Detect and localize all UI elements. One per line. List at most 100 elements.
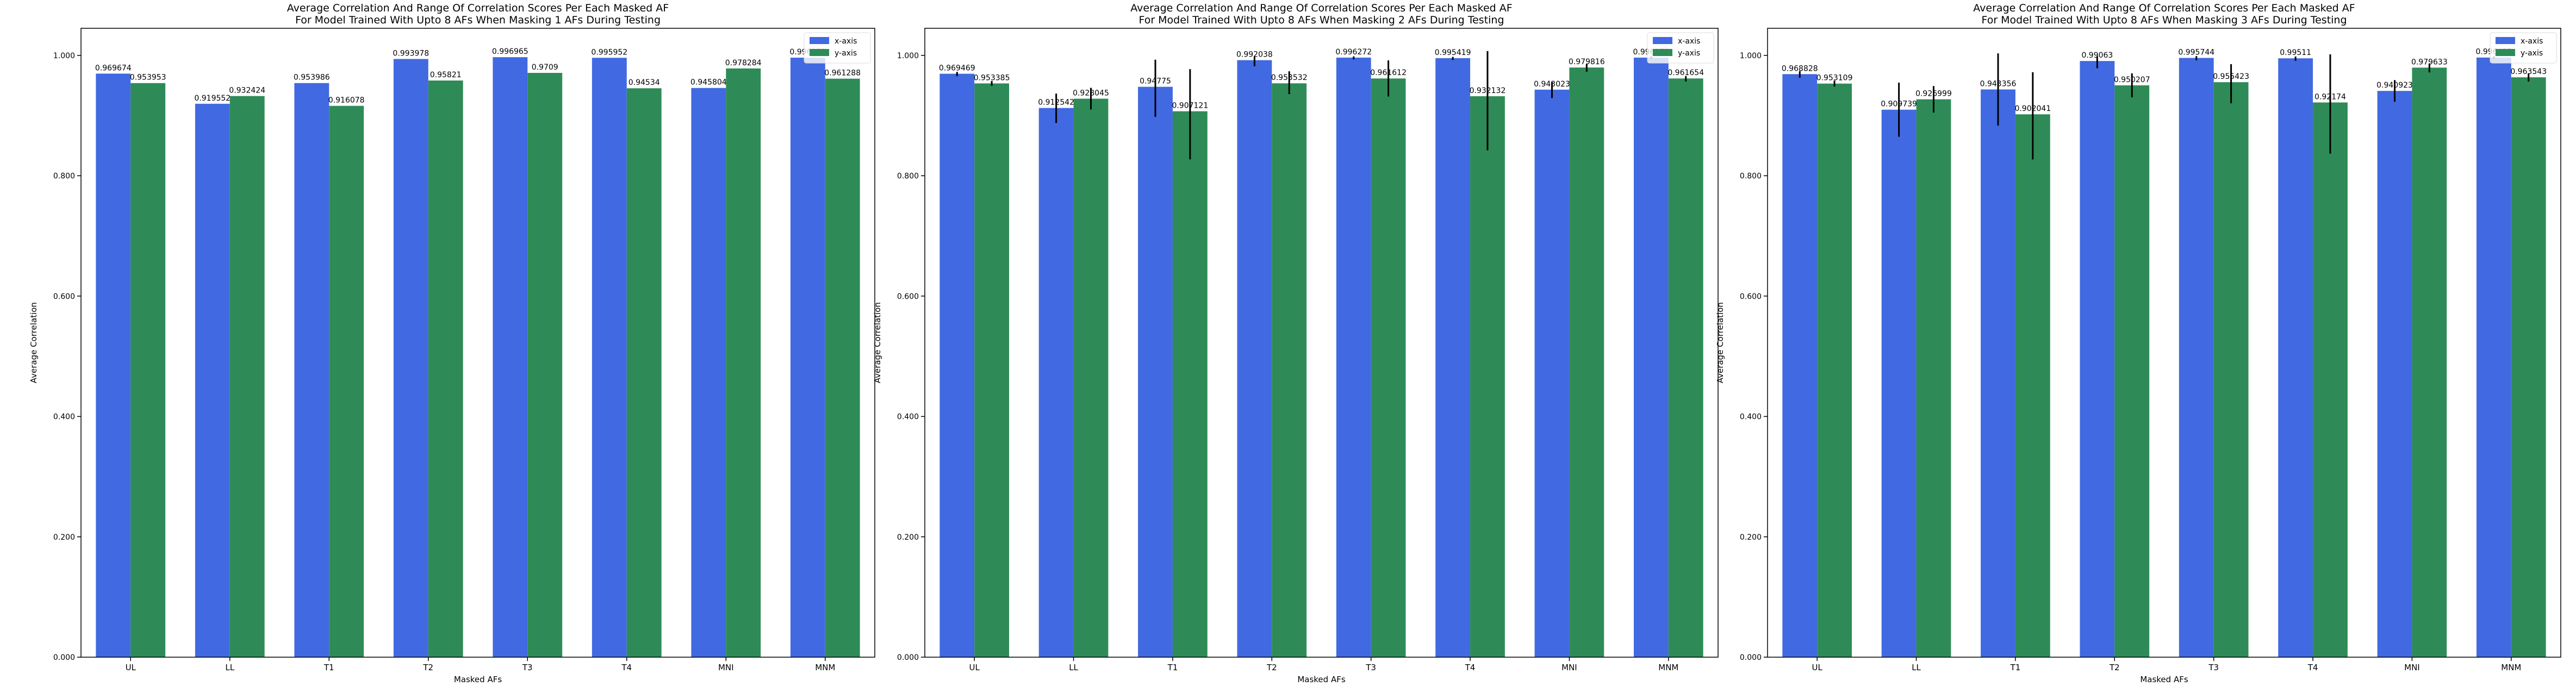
bar-y-axis-T1 xyxy=(2015,114,2050,658)
bar-x-axis-T2 xyxy=(393,59,428,658)
x-tick-label: LL xyxy=(225,663,234,672)
bar-y-axis-MNI xyxy=(2412,67,2447,657)
y-tick-label: 0.400 xyxy=(53,413,75,422)
data-label-x-axis-T1: 0.943356 xyxy=(1980,79,2017,88)
data-label-x-axis-T4: 0.995952 xyxy=(591,48,627,57)
chart-subtitle: For Model Trained With Upto 8 AFs When M… xyxy=(1981,14,2347,26)
bar-x-axis-MNI xyxy=(691,88,726,657)
chart-title: Average Correlation And Range Of Correla… xyxy=(1130,2,1512,14)
x-tick-label: T4 xyxy=(2307,663,2318,672)
plot-frame xyxy=(1767,28,2561,658)
chart-subtitle: For Model Trained With Upto 8 AFs When M… xyxy=(295,14,661,26)
y-tick-label: 0.400 xyxy=(1740,413,1762,422)
data-label-y-axis-UL: 0.953953 xyxy=(130,73,166,82)
data-label-y-axis-LL: 0.932424 xyxy=(229,86,265,95)
y-tick-label: 0.200 xyxy=(897,533,919,542)
legend-swatch-x-axis xyxy=(2496,37,2515,44)
legend-label-x-axis: x-axis xyxy=(2521,37,2543,46)
data-label-x-axis-T3: 0.996965 xyxy=(492,47,528,56)
chart-title: Average Correlation And Range Of Correla… xyxy=(287,2,669,14)
y-tick-label: 0.400 xyxy=(897,413,919,422)
data-label-x-axis-MNI: 0.945804 xyxy=(690,78,727,87)
bar-x-axis-T3 xyxy=(493,57,528,657)
bar-y-axis-UL xyxy=(974,83,1010,658)
bar-x-axis-T1 xyxy=(1138,86,1173,657)
bar-x-axis-MNI xyxy=(2377,91,2412,657)
y-tick-label: 0.600 xyxy=(53,292,75,301)
bar-x-axis-LL xyxy=(1038,108,1074,657)
bar-x-axis-T3 xyxy=(1336,57,1371,657)
bar-x-axis-T1 xyxy=(1981,89,2015,657)
bar-x-axis-UL xyxy=(939,73,975,657)
x-tick-label: MNM xyxy=(815,663,835,672)
bar-y-axis-MNI xyxy=(1569,67,1604,657)
y-tick-label: 0.800 xyxy=(53,172,75,181)
data-label-x-axis-T3: 0.996272 xyxy=(1335,48,1372,57)
bar-y-axis-T4 xyxy=(2313,102,2348,658)
data-label-x-axis-T4: 0.995419 xyxy=(1435,48,1471,57)
y-tick-label: 0.600 xyxy=(897,292,919,301)
data-label-y-axis-MNM: 0.963543 xyxy=(2510,67,2547,76)
bar-y-axis-MNI xyxy=(726,68,761,657)
x-tick-label: T2 xyxy=(1266,663,1277,672)
bar-y-axis-T2 xyxy=(1272,83,1307,658)
y-tick-label: 0.800 xyxy=(897,172,919,181)
bar-y-axis-UL xyxy=(130,83,166,657)
data-label-y-axis-T2: 0.950207 xyxy=(2114,76,2150,84)
legend-swatch-x-axis xyxy=(810,37,829,44)
data-label-x-axis-UL: 0.969469 xyxy=(939,64,975,73)
legend-swatch-y-axis xyxy=(1653,49,1672,56)
data-label-y-axis-UL: 0.953385 xyxy=(974,73,1010,82)
bar-x-axis-T2 xyxy=(2080,61,2115,658)
chart-title: Average Correlation And Range Of Correla… xyxy=(1973,2,2355,14)
y-tick-label: 0.200 xyxy=(1740,533,1762,542)
data-label-x-axis-MNI: 0.940923 xyxy=(2376,81,2413,90)
data-label-y-axis-LL: 0.928045 xyxy=(1073,89,1109,97)
x-tick-label: T1 xyxy=(1167,663,1178,672)
bar-x-axis-T3 xyxy=(2179,58,2214,657)
bar-y-axis-MNM xyxy=(825,78,860,658)
x-tick-label: MNI xyxy=(718,663,734,672)
y-tick-label: 0.600 xyxy=(1740,292,1762,301)
bar-y-axis-T3 xyxy=(527,72,563,657)
plot-frame xyxy=(924,28,1719,658)
bar-y-axis-T2 xyxy=(428,81,463,658)
legend: x-axis y-axis xyxy=(2490,32,2557,64)
x-tick-label: MNM xyxy=(2501,663,2521,672)
data-label-x-axis-MNI: 0.943023 xyxy=(1534,80,1570,89)
data-label-x-axis-UL: 0.969674 xyxy=(95,64,132,72)
plot-frame xyxy=(80,28,875,658)
bar-x-axis-LL xyxy=(195,103,230,658)
x-tick-label: T1 xyxy=(2010,663,2021,672)
x-tick-label: MNI xyxy=(2404,663,2420,672)
x-tick-label: UL xyxy=(969,663,980,672)
data-label-y-axis-T4: 0.92174 xyxy=(2314,92,2346,101)
bar-x-axis-MNM xyxy=(2476,57,2511,657)
legend-swatch-x-axis xyxy=(1653,37,1672,44)
y-tick-label: 0.800 xyxy=(1740,172,1762,181)
x-tick-label: LL xyxy=(1069,663,1078,672)
y-tick-label: 0.000 xyxy=(897,653,919,662)
x-tick-label: T4 xyxy=(621,663,632,672)
data-label-x-axis-LL: 0.909739 xyxy=(1881,100,1917,109)
data-label-y-axis-MNM: 0.961654 xyxy=(1667,69,1704,77)
bar-x-axis-UL xyxy=(1782,74,1818,658)
data-label-y-axis-T1: 0.907121 xyxy=(1172,102,1208,110)
data-label-y-axis-LL: 0.926999 xyxy=(1915,90,1952,98)
x-tick-label: UL xyxy=(1812,663,1823,672)
legend-label-y-axis: y-axis xyxy=(2521,49,2543,58)
x-tick-label: LL xyxy=(1912,663,1921,672)
data-label-x-axis-LL: 0.912542 xyxy=(1038,98,1074,107)
bar-x-axis-MNI xyxy=(1534,89,1570,658)
bar-y-axis-T4 xyxy=(1470,96,1505,658)
chart-panel-2: Average Correlation And Range Of Correla… xyxy=(873,2,1719,684)
bar-y-axis-T3 xyxy=(1371,78,1406,657)
data-label-y-axis-T1: 0.916078 xyxy=(328,96,365,105)
data-label-x-axis-LL: 0.919552 xyxy=(194,94,231,103)
bar-x-axis-UL xyxy=(96,73,131,657)
legend-label-x-axis: x-axis xyxy=(835,37,857,46)
x-tick-label: UL xyxy=(126,663,136,672)
data-label-y-axis-T3: 0.9709 xyxy=(532,63,558,72)
y-tick-label: 0.000 xyxy=(53,653,75,662)
